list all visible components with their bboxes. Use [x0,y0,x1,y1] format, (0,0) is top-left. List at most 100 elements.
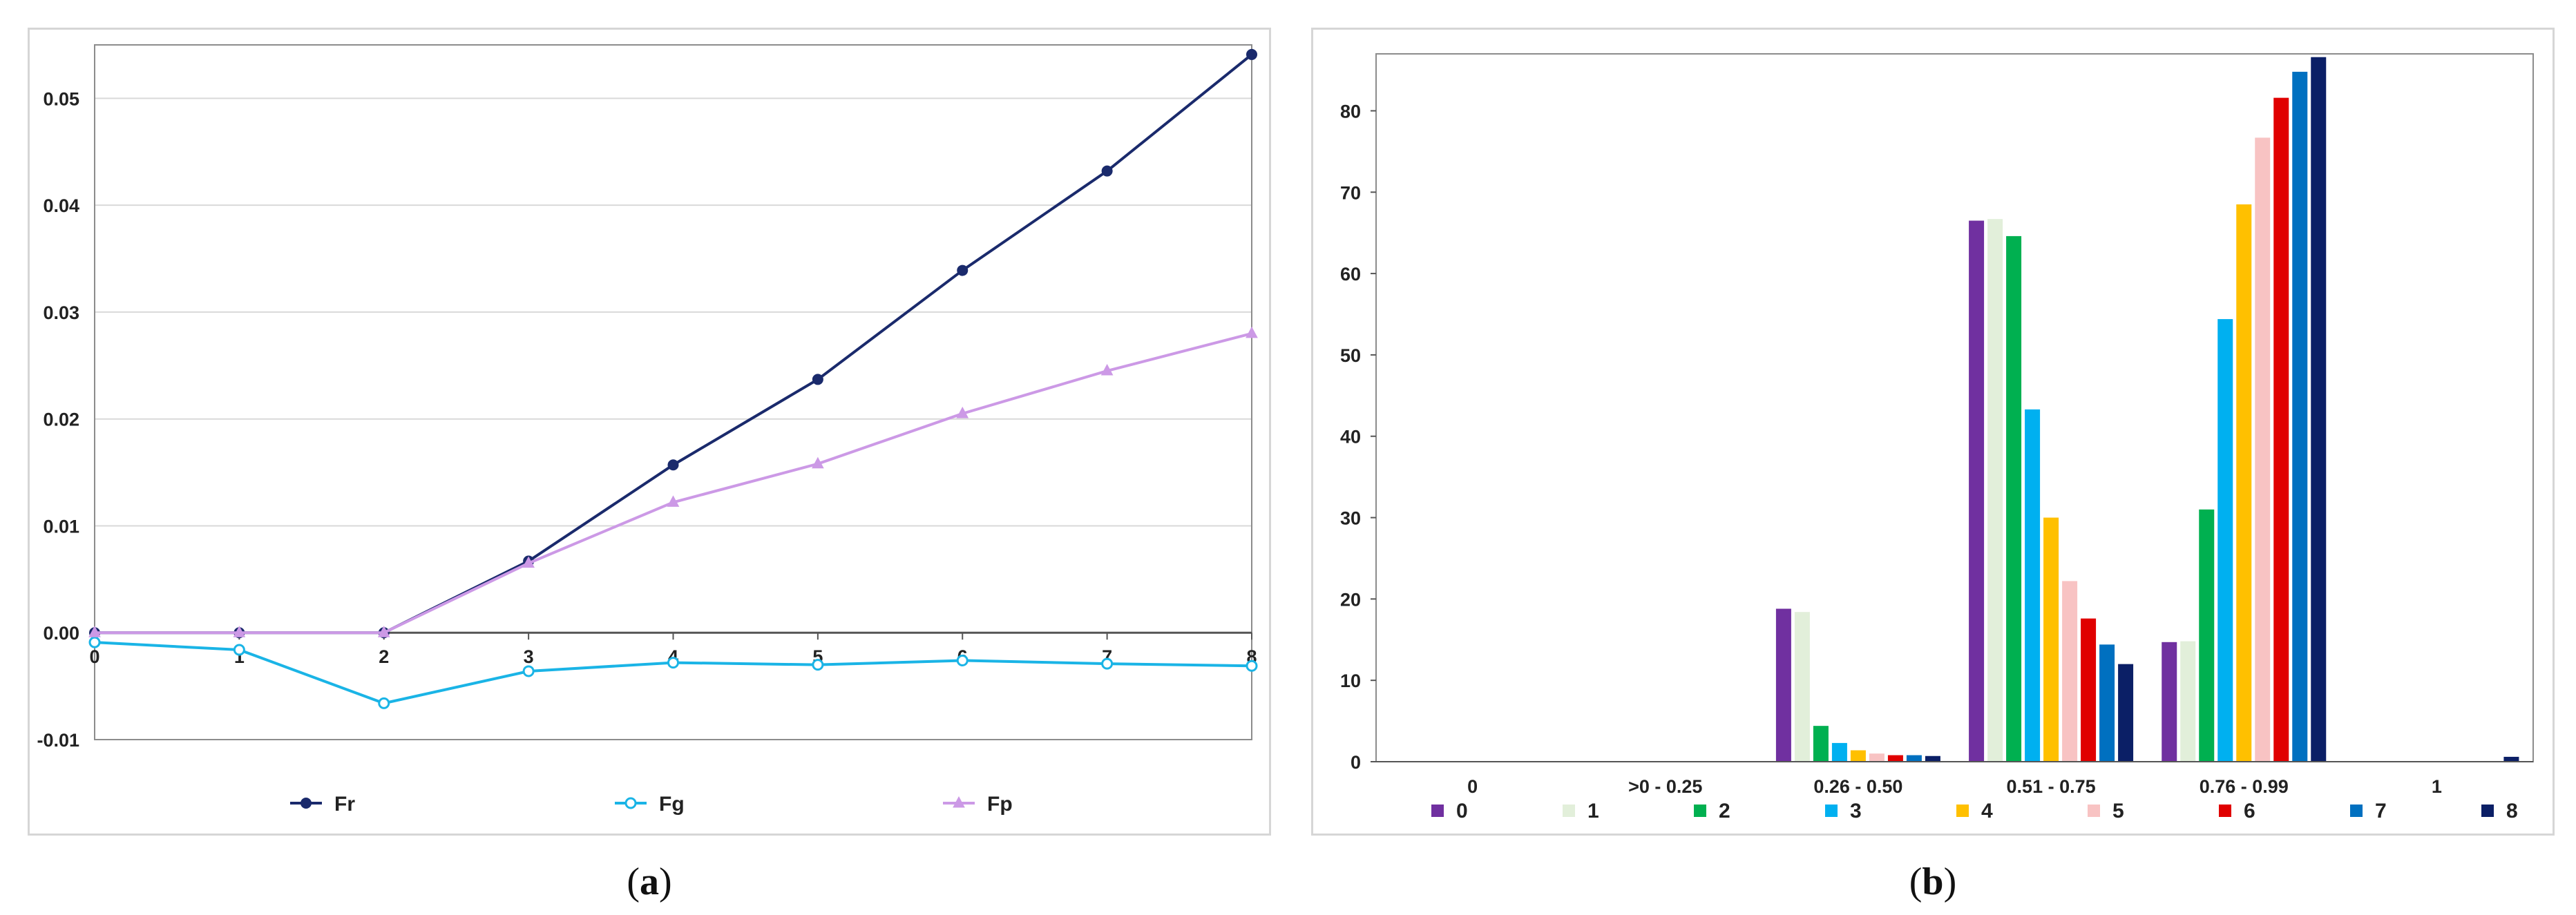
legend-marker-fp [953,796,965,808]
data-point-fp [956,406,969,418]
bar-series-7 [2099,644,2115,762]
x-tick-label: 0 [89,646,99,667]
bar-series-6 [2081,618,2097,762]
legend-label-fr: Fr [334,793,355,816]
legend-label-fg: Fg [659,793,685,816]
y-tick-label: 0.04 [43,195,79,216]
legend-swatch-1 [1563,805,1575,817]
legend-label-5: 5 [2112,800,2124,822]
panel-a-line-chart: -0.010.000.010.020.030.040.05012345678Fr… [37,44,1258,816]
bar-series-4 [2236,204,2252,762]
y-tick-label: -0.01 [37,730,79,751]
y-tick-label: 50 [1340,345,1361,366]
legend-label-7: 7 [2375,800,2387,822]
y-tick-label: 40 [1340,427,1361,447]
y-tick-label: 60 [1340,264,1361,285]
bar-series-8 [1925,755,1940,762]
bar-series-0 [1969,220,1985,762]
data-point-fp [1100,363,1114,376]
bar-series-8 [2503,756,2519,762]
bar-series-6 [1887,755,1903,762]
bar-series-8 [2118,664,2134,762]
bar-series-4 [1850,750,1866,762]
legend-label-0: 0 [1456,800,1468,822]
y-tick-label: 30 [1340,508,1361,529]
data-point-fg [378,697,390,709]
data-point-fr [1246,48,1257,60]
legend-label-fp: Fp [987,793,1013,816]
legend-swatch-2 [1694,805,1706,817]
legend-marker-fg [624,797,637,809]
data-point-fg [88,636,101,648]
data-point-fp [233,626,246,637]
x-category-label: >0 - 0.25 [1628,776,1702,797]
y-tick-label: 0.01 [43,516,79,537]
data-point-fp [667,495,680,507]
x-category-label: 0.51 - 0.75 [2007,776,2096,797]
bar-series-3 [1831,742,1847,762]
y-tick-label: 20 [1340,589,1361,610]
y-tick-label: 0.05 [43,88,79,109]
legend-swatch-4 [1956,805,1969,817]
bar-series-0 [1775,608,1791,762]
bar-series-8 [2311,57,2327,762]
bar-series-1 [1987,219,2003,762]
y-tick-label: 10 [1340,671,1361,691]
legend-label-3: 3 [1850,800,1862,822]
bar-series-7 [1906,755,1922,762]
data-point-fr [1101,165,1113,177]
y-tick-label: 80 [1340,101,1361,122]
legend-swatch-7 [2350,805,2363,817]
data-point-fp [377,626,390,637]
y-tick-label: 0.03 [43,302,79,323]
series-line-fr [95,53,1253,635]
legend-swatch-6 [2219,805,2231,817]
bar-series-3 [2217,319,2233,762]
panel-a-frame [28,28,1271,836]
bar-series-2 [2199,509,2215,762]
bar-series-1 [2180,641,2196,762]
x-tick-label: 3 [524,646,534,667]
data-point-fr [812,374,823,385]
data-point-fg [1246,659,1258,672]
legend-label-4: 4 [1981,800,1993,822]
legend-label-6: 6 [2244,800,2255,822]
data-point-fg [667,657,679,669]
y-tick-label: 0.02 [43,410,79,430]
data-point-fg [233,644,245,656]
legend-swatch-0 [1431,805,1444,817]
y-tick-label: 70 [1340,182,1361,203]
y-tick-label: 0.00 [43,623,79,644]
data-point-fr [667,459,679,471]
data-point-fg [812,659,824,671]
bar-series-5 [1869,753,1885,762]
legend-label-2: 2 [1719,800,1730,822]
bar-series-5 [2062,581,2078,762]
data-point-fg [1101,657,1114,670]
series-line-fp [95,331,1252,635]
data-point-fp [1246,326,1258,338]
legend-swatch-8 [2481,805,2494,817]
data-point-fp [522,556,535,568]
y-tick-label: 0 [1351,752,1361,773]
caption-a: (a) [627,860,671,903]
plot-area-a [94,44,1252,740]
plot-area-b [1375,53,2534,762]
x-category-label: 1 [2432,776,2442,797]
legend-label-8: 8 [2506,800,2518,822]
bar-series-7 [2292,71,2308,762]
legend-marker-fr [300,798,312,809]
bar-series-1 [1794,612,1810,762]
x-category-label: 0.76 - 0.99 [2200,776,2289,797]
caption-b: (b) [1909,860,1956,903]
x-category-label: 0 [1467,776,1478,797]
data-point-fp [88,626,101,637]
bar-series-2 [2006,235,2022,762]
data-point-fr [957,264,969,276]
bar-series-6 [2273,97,2289,762]
legend-label-1: 1 [1587,800,1599,822]
bar-series-5 [2255,137,2271,762]
data-point-fg [522,665,535,677]
